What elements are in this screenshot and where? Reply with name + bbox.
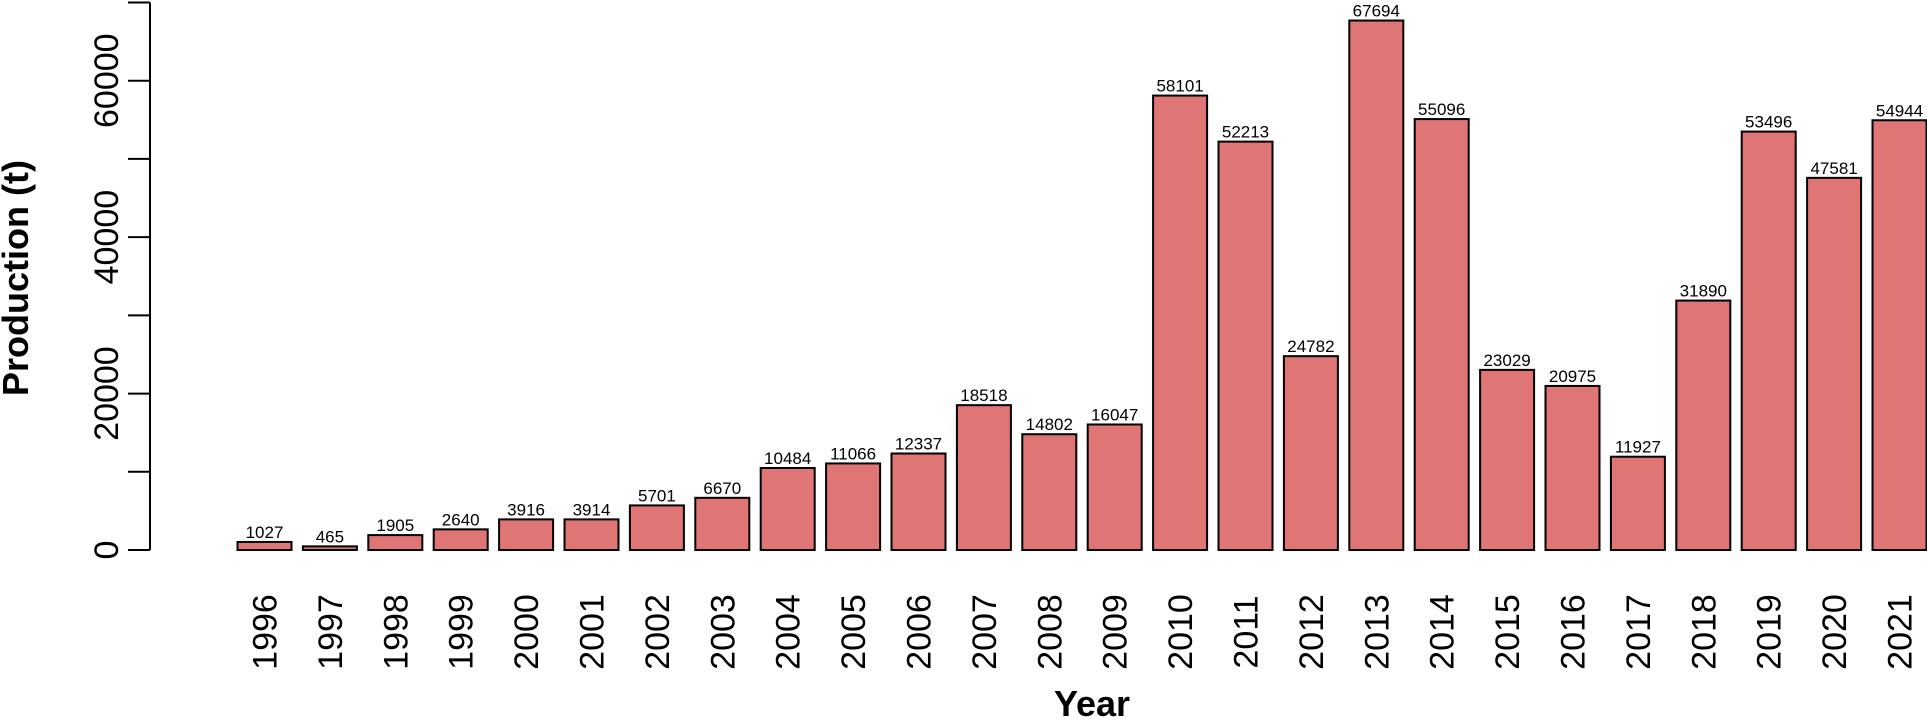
- bar-2015: [1479, 368, 1536, 551]
- bars: [236, 19, 1927, 552]
- data-label-2011: 52213: [1222, 123, 1269, 142]
- x-tick-label-2021: 2021: [1882, 594, 1920, 670]
- bar-2002: [628, 504, 685, 551]
- x-tick-label-1999: 1999: [443, 594, 481, 670]
- x-tick-label-2014: 2014: [1424, 594, 1462, 670]
- data-label-2005: 11066: [830, 444, 876, 463]
- x-tick-label-2017: 2017: [1620, 594, 1658, 670]
- x-tick-label-2019: 2019: [1751, 594, 1789, 670]
- x-axis: 1996 1997 1998 1999 2000 2001 2002 2003 2004 2005…: [247, 594, 1920, 670]
- y-axis: 0 20000 40000 60000: [88, 1, 151, 560]
- data-label-2021: 54944: [1876, 101, 1923, 120]
- x-tick-label-2000: 2000: [508, 594, 546, 670]
- data-label-1997: 465: [316, 527, 344, 546]
- x-tick-label-2008: 2008: [1031, 594, 1069, 670]
- bar-2007: [955, 404, 1012, 551]
- bar-2019: [1740, 130, 1797, 551]
- bar-2010: [1152, 94, 1209, 552]
- data-label-2014: 55096: [1418, 100, 1465, 119]
- x-tick-label-2013: 2013: [1358, 594, 1396, 670]
- data-label-2004: 10484: [764, 449, 811, 468]
- x-tick-label-2001: 2001: [574, 594, 612, 670]
- bar-2011: [1217, 140, 1274, 551]
- bar-2014: [1413, 118, 1470, 552]
- data-label-2006: 12337: [895, 435, 942, 454]
- x-tick-label-2003: 2003: [704, 594, 742, 670]
- data-label-2003: 6670: [703, 479, 741, 498]
- bar-2009: [1086, 423, 1143, 551]
- x-tick-label-2002: 2002: [639, 594, 677, 670]
- bar-2006: [890, 452, 947, 552]
- bar-2005: [825, 462, 882, 551]
- y-tick-label: 40000: [88, 190, 126, 285]
- x-tick-label-2011: 2011: [1228, 595, 1266, 668]
- x-tick-label-2015: 2015: [1489, 594, 1527, 670]
- bar-2013: [1348, 19, 1405, 552]
- data-label-1996: 1027: [246, 523, 284, 542]
- data-label-2010: 58101: [1156, 77, 1203, 96]
- x-tick-label-1998: 1998: [377, 594, 415, 670]
- data-labels: 1027 465 1905 2640 3916 3914 5701 6670 10484 1106…: [246, 2, 1924, 547]
- data-label-2018: 31890: [1680, 282, 1727, 301]
- bar-1996: [236, 540, 293, 552]
- x-tick-label-2006: 2006: [901, 594, 939, 670]
- x-tick-label-2004: 2004: [770, 594, 808, 670]
- x-tick-label-2007: 2007: [966, 594, 1004, 670]
- x-tick-label-2018: 2018: [1685, 594, 1723, 670]
- bar-2001: [563, 518, 620, 551]
- bar-2004: [759, 467, 816, 552]
- data-label-2012: 24782: [1287, 337, 1334, 356]
- bar-2018: [1675, 299, 1732, 551]
- x-tick-label-2009: 2009: [1097, 594, 1135, 670]
- data-label-2009: 16047: [1091, 405, 1138, 424]
- bar-2020: [1806, 176, 1863, 551]
- x-tick-label-2020: 2020: [1816, 594, 1854, 670]
- data-label-2002: 5701: [638, 486, 676, 505]
- data-label-2017: 11927: [1615, 438, 1661, 457]
- y-axis-title: Production (t): [0, 160, 36, 396]
- x-tick-label-1996: 1996: [247, 594, 285, 670]
- bar-2021: [1871, 119, 1927, 551]
- x-tick-label-2012: 2012: [1293, 594, 1331, 670]
- bar-1998: [367, 534, 424, 551]
- bar-1997: [301, 545, 358, 552]
- data-label-2000: 3916: [507, 500, 545, 519]
- data-label-1998: 1905: [376, 516, 414, 535]
- y-tick-label: 0: [88, 541, 126, 560]
- bar-2012: [1282, 355, 1339, 551]
- data-label-2008: 14802: [1026, 415, 1073, 434]
- data-label-1999: 2640: [442, 510, 480, 529]
- x-tick-label-2010: 2010: [1162, 594, 1200, 670]
- bar-2016: [1544, 384, 1601, 551]
- y-tick-label: 60000: [88, 33, 126, 128]
- data-label-2019: 53496: [1745, 113, 1792, 132]
- bar-1999: [432, 528, 489, 552]
- x-tick-label-2005: 2005: [835, 594, 873, 670]
- data-label-2001: 3914: [573, 500, 611, 519]
- data-label-2015: 23029: [1483, 351, 1530, 370]
- bar-2017: [1609, 455, 1666, 551]
- bar-2003: [694, 496, 751, 552]
- x-axis-title: Year: [1054, 683, 1130, 722]
- x-tick-label-1997: 1997: [312, 594, 350, 670]
- data-label-2013: 67694: [1353, 2, 1400, 21]
- data-label-2016: 20975: [1549, 367, 1596, 386]
- y-tick-label: 20000: [88, 346, 126, 441]
- x-tick-label-2016: 2016: [1555, 594, 1593, 670]
- bar-2000: [498, 518, 555, 551]
- bar-2008: [1021, 433, 1078, 551]
- data-label-2020: 47581: [1810, 159, 1857, 178]
- data-label-2007: 18518: [960, 386, 1007, 405]
